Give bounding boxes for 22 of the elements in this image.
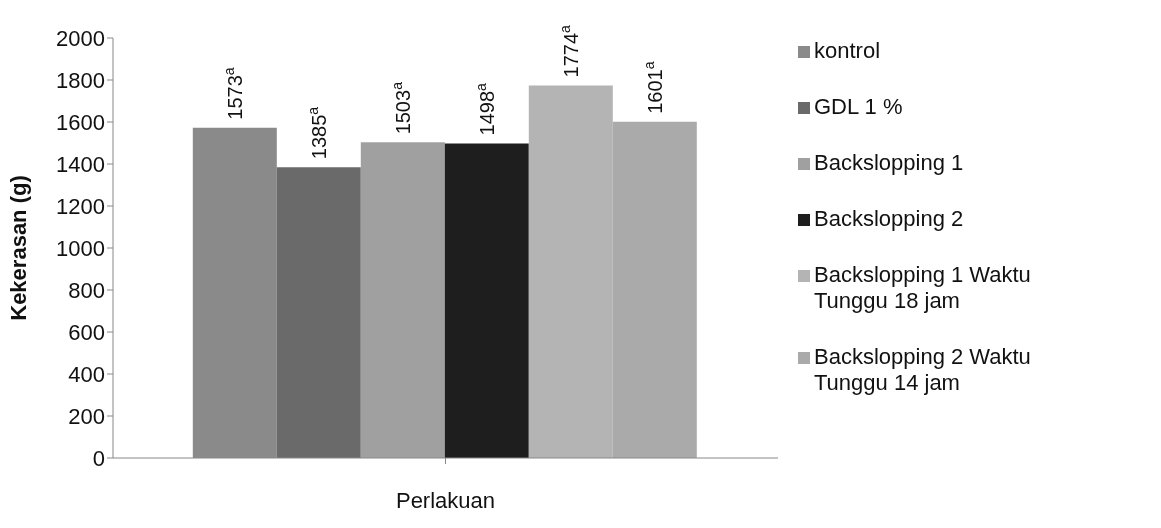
bar (276, 167, 361, 458)
y-tick-label: 0 (92, 445, 105, 471)
y-tick-label: 600 (68, 319, 105, 345)
y-tick-label: 1000 (56, 235, 105, 261)
bar (360, 142, 445, 458)
legend-label: kontrol (814, 38, 881, 64)
y-tick-label: 200 (68, 403, 105, 429)
bar (444, 143, 529, 458)
legend-label: Backslopping 1 Waktu Tunggu 18 jam (814, 262, 1032, 314)
y-tick-label: 800 (68, 277, 105, 303)
x-axis-title: Perlakuan (395, 488, 496, 513)
y-tick-label: 400 (68, 361, 105, 387)
legend-label: Backslopping 2 (814, 206, 964, 232)
y-tick-label: 1800 (56, 67, 105, 93)
y-tick-label: 1600 (56, 109, 105, 135)
legend-label: Backslopping 2 Waktu Tunggu 14 jam (814, 344, 1032, 396)
y-axis-title: Kekerasan (g) (5, 175, 31, 321)
legend-label: Backslopping 1 (814, 150, 964, 176)
legend-label: GDL 1 % (814, 94, 903, 120)
y-tick-label: 2000 (56, 25, 105, 51)
y-tick-label: 1200 (56, 193, 105, 219)
y-tick-label: 1400 (56, 151, 105, 177)
